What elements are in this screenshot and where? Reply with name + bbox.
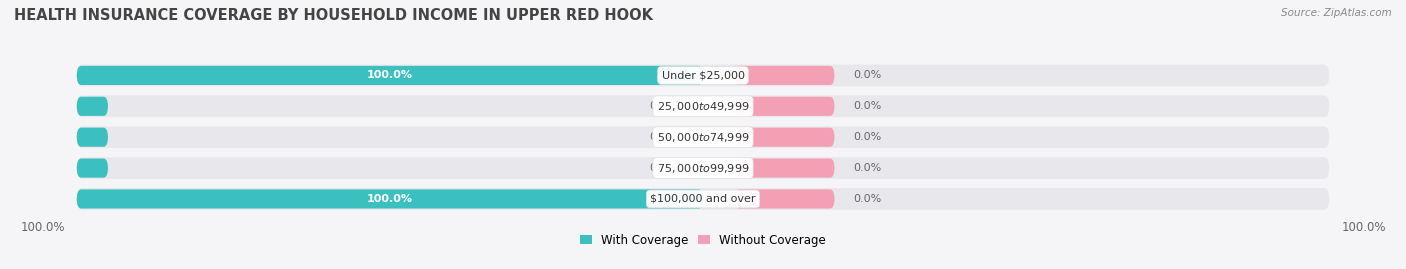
Text: 100.0%: 100.0% (367, 70, 413, 80)
FancyBboxPatch shape (734, 97, 835, 116)
Text: $50,000 to $74,999: $50,000 to $74,999 (657, 131, 749, 144)
Text: HEALTH INSURANCE COVERAGE BY HOUSEHOLD INCOME IN UPPER RED HOOK: HEALTH INSURANCE COVERAGE BY HOUSEHOLD I… (14, 8, 652, 23)
FancyBboxPatch shape (77, 157, 1329, 179)
FancyBboxPatch shape (734, 66, 835, 85)
FancyBboxPatch shape (734, 158, 835, 178)
Text: 100.0%: 100.0% (1341, 221, 1386, 233)
Text: 0.0%: 0.0% (853, 132, 882, 142)
FancyBboxPatch shape (77, 189, 703, 208)
Text: $25,000 to $49,999: $25,000 to $49,999 (657, 100, 749, 113)
FancyBboxPatch shape (77, 65, 1329, 86)
FancyBboxPatch shape (734, 128, 835, 147)
Text: 100.0%: 100.0% (20, 221, 65, 233)
Text: 0.0%: 0.0% (650, 163, 678, 173)
Text: 0.0%: 0.0% (853, 163, 882, 173)
FancyBboxPatch shape (77, 95, 1329, 117)
FancyBboxPatch shape (77, 128, 108, 147)
FancyBboxPatch shape (77, 66, 703, 85)
Text: 0.0%: 0.0% (853, 194, 882, 204)
Text: 100.0%: 100.0% (367, 194, 413, 204)
Text: 0.0%: 0.0% (650, 132, 678, 142)
Text: Under $25,000: Under $25,000 (661, 70, 745, 80)
Text: $75,000 to $99,999: $75,000 to $99,999 (657, 162, 749, 175)
Text: 0.0%: 0.0% (650, 101, 678, 111)
FancyBboxPatch shape (77, 97, 108, 116)
FancyBboxPatch shape (77, 126, 1329, 148)
Text: Source: ZipAtlas.com: Source: ZipAtlas.com (1281, 8, 1392, 18)
Text: 0.0%: 0.0% (853, 101, 882, 111)
FancyBboxPatch shape (77, 188, 1329, 210)
Text: $100,000 and over: $100,000 and over (650, 194, 756, 204)
FancyBboxPatch shape (734, 189, 835, 208)
Legend: With Coverage, Without Coverage: With Coverage, Without Coverage (575, 229, 831, 251)
FancyBboxPatch shape (77, 158, 108, 178)
Text: 0.0%: 0.0% (853, 70, 882, 80)
